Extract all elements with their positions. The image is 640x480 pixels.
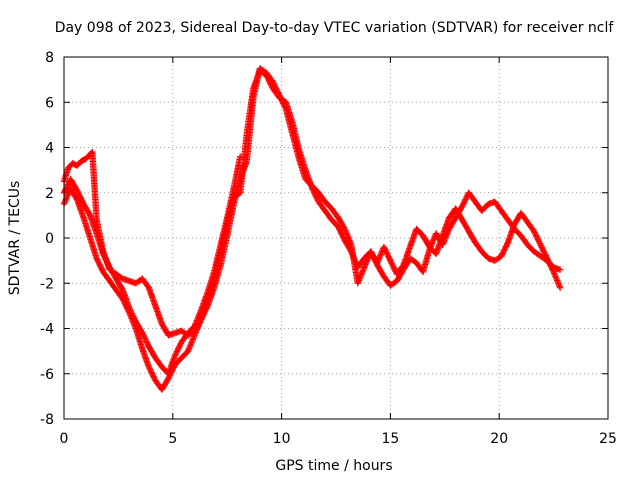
x-tick-label: 10: [273, 431, 291, 447]
series-track-a: [60, 67, 564, 393]
data-point: [237, 153, 244, 160]
x-axis-label: GPS time / hours: [275, 458, 392, 474]
x-tick-label: 25: [599, 431, 617, 447]
x-tick-label: 20: [490, 431, 508, 447]
x-tick-label: 0: [60, 431, 69, 447]
y-tick-label: 6: [45, 95, 54, 111]
y-tick-label: -4: [40, 322, 54, 338]
x-tick-label: 15: [381, 431, 399, 447]
x-tick-label: 5: [168, 431, 177, 447]
chart-title: Day 098 of 2023, Sidereal Day-to-day VTE…: [55, 20, 615, 36]
data-point: [556, 266, 564, 273]
y-tick-label: -6: [40, 367, 54, 383]
data-point: [556, 284, 564, 291]
y-tick-label: 4: [45, 141, 54, 157]
y-tick-label: 2: [45, 186, 54, 202]
data-point: [282, 104, 289, 111]
y-axis-label: SDTVAR / TECUs: [7, 181, 23, 296]
data-points: [60, 65, 564, 393]
y-tick-label: 8: [45, 50, 54, 66]
y-tick-label: 0: [45, 231, 54, 247]
data-point: [504, 240, 511, 248]
data-point: [549, 267, 557, 274]
y-tick-label: -2: [40, 276, 54, 292]
y-tick-label: -8: [40, 412, 54, 428]
plot-frame: [63, 56, 609, 420]
series-track-c: [60, 153, 244, 377]
